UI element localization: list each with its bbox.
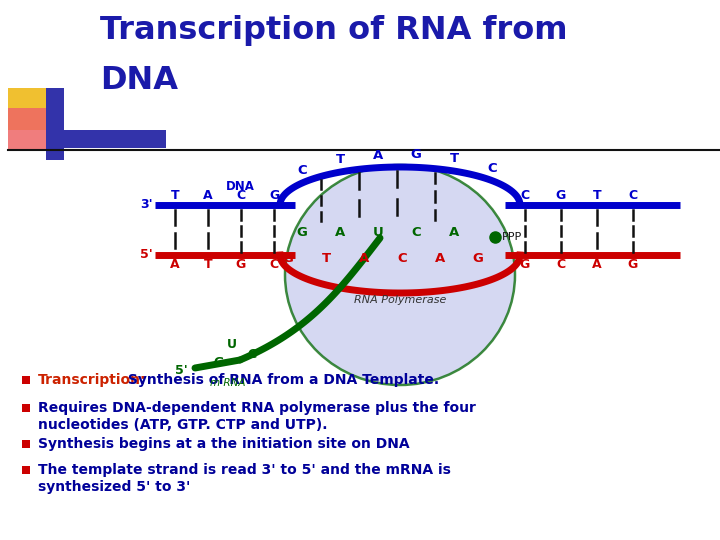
Text: A: A — [373, 148, 383, 161]
Text: C: C — [629, 189, 638, 202]
Text: T: T — [171, 189, 179, 202]
Text: 5': 5' — [140, 248, 153, 261]
Text: G: G — [410, 148, 421, 161]
Text: G: G — [628, 258, 638, 271]
Text: C: C — [236, 189, 246, 202]
Bar — [22, 404, 30, 412]
Text: A: A — [359, 252, 369, 265]
Text: C: C — [411, 226, 420, 239]
Text: T: T — [321, 252, 330, 265]
Bar — [22, 440, 30, 448]
Text: C: C — [521, 189, 530, 202]
Text: G: G — [269, 189, 279, 202]
Text: A: A — [449, 226, 459, 239]
Text: C: C — [397, 252, 407, 265]
Text: The template strand is read 3' to 5' and the mRNA is: The template strand is read 3' to 5' and… — [38, 463, 451, 477]
Bar — [22, 466, 30, 474]
Text: C: C — [297, 164, 307, 177]
Text: U: U — [373, 226, 383, 239]
Bar — [46, 130, 166, 148]
Text: C: C — [487, 161, 497, 174]
Text: Synthesis of RNA from a DNA Template.: Synthesis of RNA from a DNA Template. — [123, 373, 439, 387]
Text: A: A — [170, 258, 180, 271]
Text: A: A — [203, 189, 213, 202]
Text: G: G — [236, 258, 246, 271]
Text: A: A — [335, 226, 345, 239]
Text: Synthesis begins at a the initiation site on DNA: Synthesis begins at a the initiation sit… — [38, 437, 410, 451]
Text: nucleotides (ATP, GTP. CTP and UTP).: nucleotides (ATP, GTP. CTP and UTP). — [38, 418, 328, 432]
Text: C: C — [269, 258, 279, 271]
Text: DNA: DNA — [225, 180, 254, 193]
Text: A: A — [592, 258, 602, 271]
Text: 5': 5' — [175, 363, 188, 376]
Text: Requires DNA-dependent RNA polymerase plus the four: Requires DNA-dependent RNA polymerase pl… — [38, 401, 476, 415]
Text: G: G — [297, 226, 307, 239]
Text: G: G — [282, 252, 294, 265]
Text: A: A — [435, 252, 445, 265]
Text: T: T — [204, 258, 212, 271]
Bar — [8, 88, 50, 130]
Bar — [8, 108, 63, 150]
Text: G: G — [472, 252, 483, 265]
Text: RNA Polymerase: RNA Polymerase — [354, 295, 446, 305]
Text: C: C — [557, 258, 566, 271]
Text: Transcription:: Transcription: — [38, 373, 146, 387]
Text: T: T — [336, 153, 345, 166]
Text: Transcription of RNA from: Transcription of RNA from — [100, 15, 567, 46]
Ellipse shape — [285, 165, 515, 385]
Text: m RNA: m RNA — [210, 378, 246, 388]
Text: T: T — [449, 152, 459, 165]
Text: G: G — [556, 189, 566, 202]
Text: G: G — [213, 355, 223, 368]
Text: DNA: DNA — [100, 65, 178, 96]
Text: synthesized 5' to 3': synthesized 5' to 3' — [38, 480, 190, 494]
Text: T: T — [593, 189, 601, 202]
Text: 3': 3' — [140, 199, 153, 212]
Bar — [22, 376, 30, 384]
Text: C: C — [248, 348, 256, 361]
Text: PPP: PPP — [502, 232, 522, 242]
Text: G: G — [520, 258, 530, 271]
Text: U: U — [227, 339, 237, 352]
Bar — [46, 88, 64, 160]
